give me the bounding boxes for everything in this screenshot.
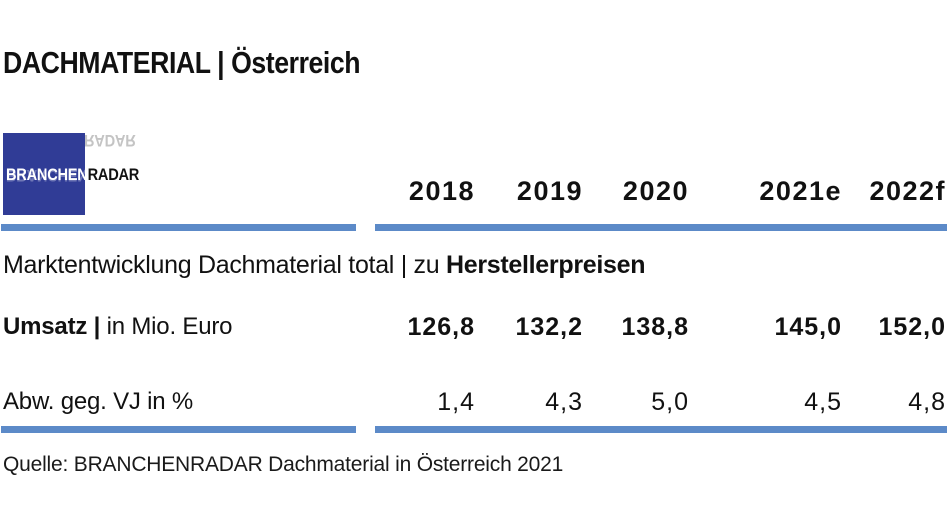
row-label-abw: Abw. geg. VJ in % bbox=[3, 388, 193, 416]
row-label-umsatz-bold: Umsatz | bbox=[3, 313, 101, 340]
row-label-umsatz-rest: in Mio. Euro bbox=[100, 313, 233, 340]
umsatz-value-2021e: 145,0 bbox=[774, 313, 842, 341]
source-note: Quelle: BRANCHENRADAR Dachmaterial in Ös… bbox=[3, 453, 564, 476]
abw-value-2018: 1,4 bbox=[437, 388, 475, 416]
logo-square bbox=[3, 133, 85, 215]
year-header-2021e: 2021e bbox=[759, 176, 842, 206]
year-header-2022f: 2022f bbox=[869, 176, 946, 206]
logo-reflection-branchen: BRANCHEN bbox=[6, 166, 88, 185]
logo-text-branchen: BRANCHEN bbox=[6, 165, 88, 184]
umsatz-value-2019: 132,2 bbox=[515, 313, 583, 341]
divider-line-top-left bbox=[1, 224, 356, 231]
row-label-umsatz: Umsatz | in Mio. Euro bbox=[3, 313, 232, 341]
page-title: DACHMATERIAL | Österreich bbox=[3, 45, 361, 80]
row-label-abw-text: Abw. geg. VJ in % bbox=[3, 388, 194, 415]
abw-value-2020: 5,0 bbox=[651, 388, 689, 416]
logo-wordmark: BRANCHENRADAR bbox=[6, 166, 139, 184]
divider-line-top-right bbox=[375, 224, 947, 231]
umsatz-value-2018: 126,8 bbox=[407, 313, 475, 341]
section-title: Marktentwicklung Dachmaterial total | zu… bbox=[3, 250, 645, 280]
umsatz-value-2020: 138,8 bbox=[621, 313, 689, 341]
logo-reflection-radar: RADAR bbox=[84, 131, 136, 150]
section-title-regular: Marktentwicklung Dachmaterial total | zu bbox=[3, 251, 446, 279]
abw-value-2019: 4,3 bbox=[545, 388, 583, 416]
section-title-bold: Herstellerpreisen bbox=[446, 251, 646, 279]
divider-line-bottom-right bbox=[375, 426, 947, 433]
year-header-2020: 2020 bbox=[622, 176, 689, 206]
umsatz-value-2022f: 152,0 bbox=[878, 313, 946, 341]
year-header-2019: 2019 bbox=[516, 176, 583, 206]
abw-value-2022f: 4,8 bbox=[908, 388, 946, 416]
year-header-2018: 2018 bbox=[408, 176, 475, 206]
abw-value-2021e: 4,5 bbox=[804, 388, 842, 416]
logo-text-radar: RADAR bbox=[87, 165, 140, 184]
divider-line-bottom-left bbox=[1, 426, 356, 433]
